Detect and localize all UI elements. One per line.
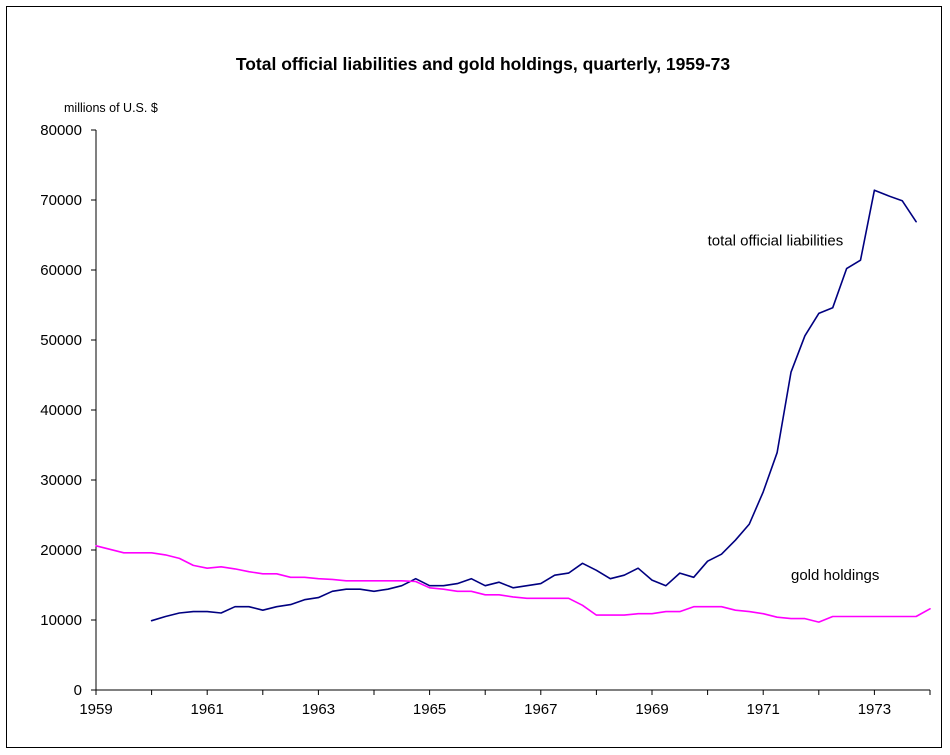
chart-title: Total official liabilities and gold hold… <box>236 54 731 74</box>
x-tick-label: 1969 <box>635 701 668 718</box>
x-tick-label: 1973 <box>858 701 891 718</box>
y-tick-label: 70000 <box>40 192 82 209</box>
series-line-total-official-liabilities <box>150 189 917 622</box>
y-tick-label: 60000 <box>40 262 82 279</box>
series-annotation: gold holdings <box>791 567 879 584</box>
chart-frame <box>6 6 942 748</box>
y-axis-unit-label: millions of U.S. $ <box>64 101 158 115</box>
y-tick-label: 40000 <box>40 402 82 419</box>
series-annotation: total official liabilities <box>708 233 844 250</box>
x-tick-label: 1961 <box>191 701 224 718</box>
series-line-gold-holdings <box>95 544 931 623</box>
x-tick-label: 1967 <box>524 701 557 718</box>
series-layer <box>95 189 931 623</box>
y-tick-label: 20000 <box>40 542 82 559</box>
y-tick-label: 80000 <box>40 122 82 139</box>
x-tick-label: 1971 <box>747 701 780 718</box>
y-axis-ticks: 0 10000 20000 30000 40000 50000 60000 70000 8000… <box>40 122 96 699</box>
x-tick-label: 1963 <box>302 701 335 718</box>
y-tick-label: 0 <box>74 682 82 699</box>
y-tick-label: 10000 <box>40 612 82 629</box>
y-tick-label: 50000 <box>40 332 82 349</box>
x-tick-label: 1959 <box>79 701 112 718</box>
x-tick-label: 1965 <box>413 701 446 718</box>
x-axis-ticks: 1959 1961 1963 1965 1967 1969 1971 1973 <box>79 690 931 718</box>
annotation-layer: total official liabilities gold holdings <box>708 233 880 585</box>
y-tick-label: 30000 <box>40 472 82 489</box>
